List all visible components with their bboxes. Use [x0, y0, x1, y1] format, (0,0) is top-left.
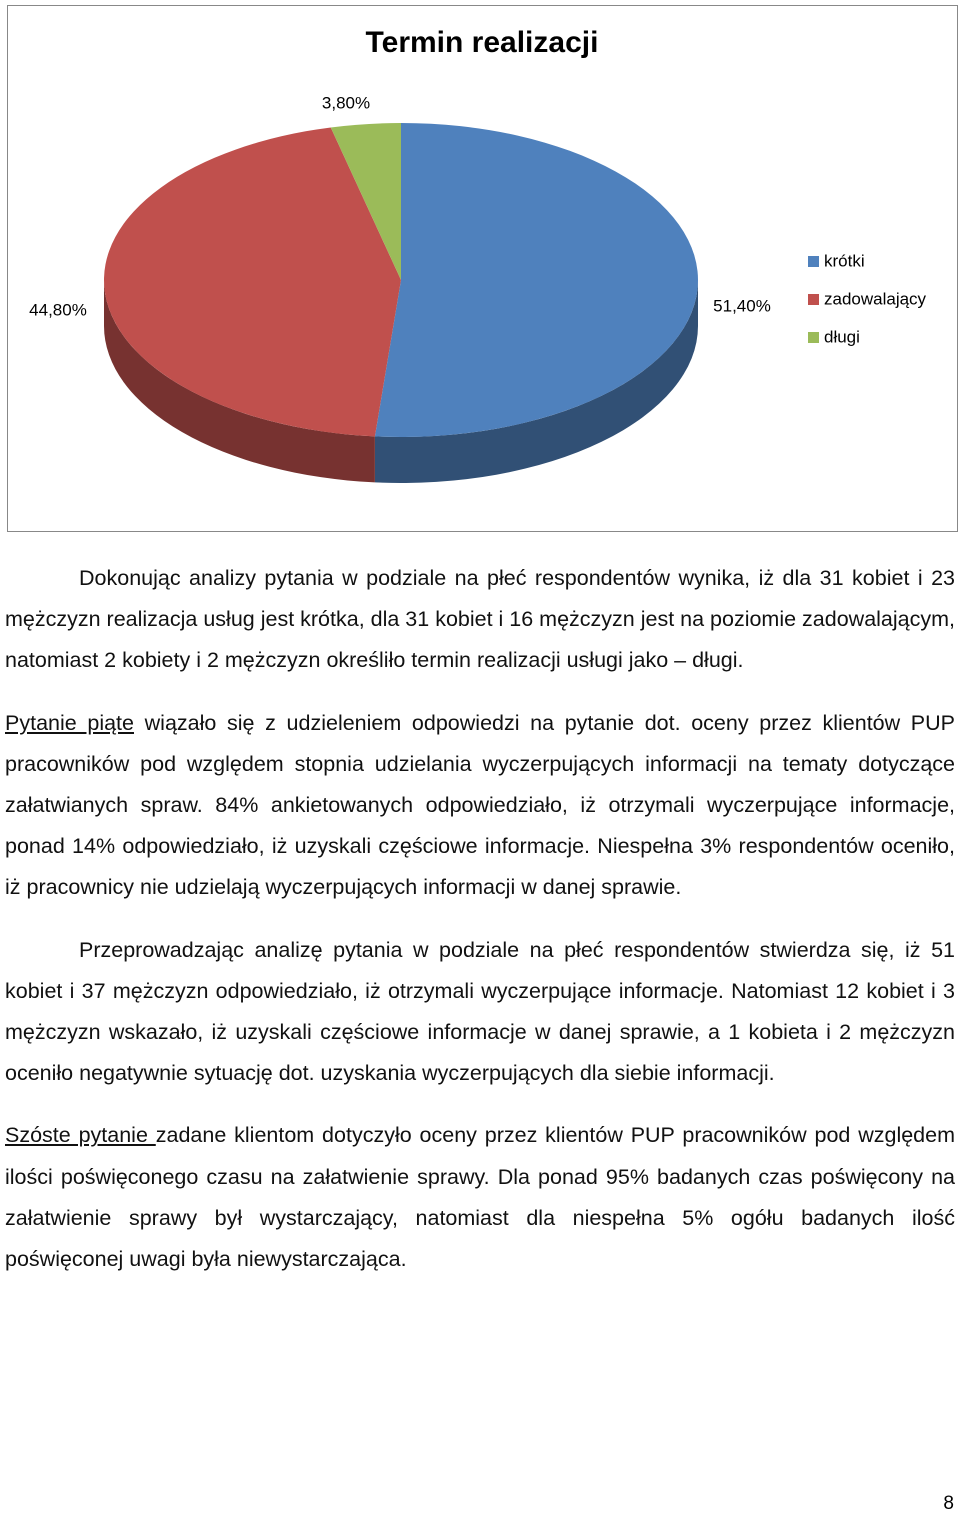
pie-side: [104, 280, 375, 483]
underlined-lead: Szóste pytanie: [5, 1123, 156, 1148]
pie-slice: [104, 127, 401, 437]
data-label: 44,80%: [29, 300, 87, 319]
legend-swatch: [808, 332, 819, 343]
legend-label: krótki: [824, 251, 865, 270]
paragraph: Szóste pytanie zadane klientom dotyczyło…: [5, 1115, 955, 1280]
chart: Termin realizacji 51,40% 44,80% 3,80% krótk…: [7, 5, 958, 532]
text: wiązało się z udzieleniem odpowiedzi na …: [5, 710, 956, 900]
data-label: 51,40%: [713, 296, 771, 315]
legend-label: długi: [824, 327, 860, 346]
pie-slice: [374, 123, 698, 438]
legend-swatch: [808, 294, 819, 305]
paragraph: Dokonując analizy pytania w podziale na …: [5, 558, 955, 682]
text: Dokonując analizy pytania w podziale na …: [5, 566, 956, 673]
legend-swatch: [808, 256, 819, 267]
legend-label: zadowalający: [824, 289, 927, 308]
paragraph: Pytanie piąte wiązało się z udzieleniem …: [5, 703, 955, 909]
chart-title: Termin realizacji: [366, 26, 599, 59]
data-label: 3,80%: [322, 93, 370, 112]
text: zadane klientom dotyczyło oceny przez kl…: [5, 1123, 955, 1272]
pie-slice: [330, 123, 401, 280]
underlined-lead: Pytanie piąte: [5, 710, 134, 735]
paragraph: Przeprowadzając analizę pytania w podzia…: [5, 930, 955, 1095]
pie-side: [374, 280, 698, 483]
page-number: 8: [943, 1493, 954, 1514]
document-body: Dokonując analizy pytania w podziale na …: [5, 558, 955, 1301]
text: Przeprowadzając analizę pytania w podzia…: [5, 937, 955, 1086]
